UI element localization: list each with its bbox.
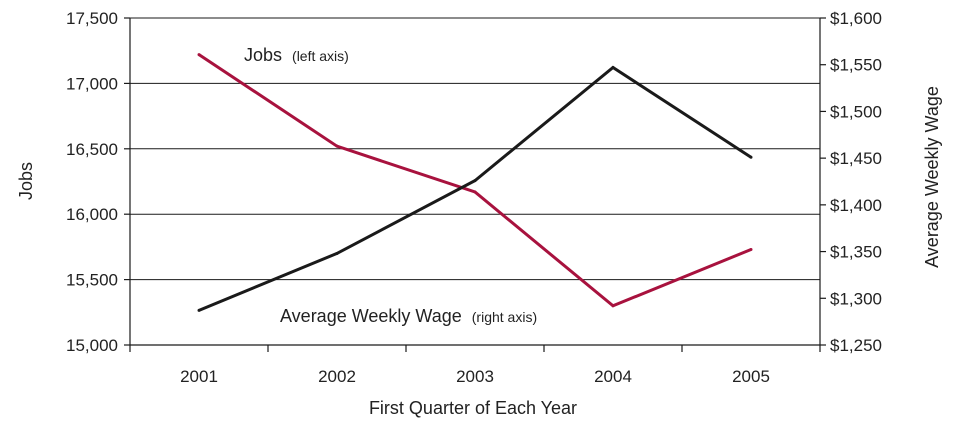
- left-tick-label: 17,500: [66, 9, 118, 28]
- average-weekly-wage-data-point: [749, 155, 753, 159]
- wage-annotation-sub: (right axis): [472, 309, 537, 325]
- right-tick-label: $1,400: [830, 196, 882, 215]
- left-tick-label: 15,500: [66, 271, 118, 290]
- axes: [129, 18, 821, 346]
- average-weekly-wage-data-point: [197, 308, 201, 312]
- wage-annotation: Average Weekly Wage (right axis): [280, 306, 537, 326]
- average-weekly-wage-series-line: [198, 65, 752, 312]
- series-layer: [197, 53, 753, 312]
- average-weekly-wage-data-point: [473, 179, 477, 183]
- right-axis-title: Average Weekly Wage: [922, 86, 942, 268]
- right-axis-ticks: $1,250 $1,300 $1,350 $1,400 $1,450 $1,500 $1,5…: [820, 9, 882, 355]
- right-tick-label: $1,300: [830, 289, 882, 308]
- left-axis-ticks: 15,000 15,500 16,000 16,500 17,000 17,500: [66, 9, 130, 355]
- right-tick-label: $1,250: [830, 336, 882, 355]
- wage-annotation-main: Average Weekly Wage: [280, 306, 462, 326]
- right-tick-label: $1,350: [830, 243, 882, 262]
- gridlines: [130, 17, 820, 281]
- left-tick-label: 15,000: [66, 336, 118, 355]
- right-tick-label: $1,500: [830, 102, 882, 121]
- right-tick-label: $1,450: [830, 149, 882, 168]
- average-weekly-wage-data-point: [335, 251, 339, 255]
- x-tick-label: 2003: [456, 367, 494, 386]
- left-axis-title: Jobs: [16, 162, 36, 200]
- jobs-annotation: Jobs (left axis): [244, 45, 349, 65]
- x-axis-ticks: 2001 2002 2003 2004 2005: [129, 345, 821, 386]
- jobs-annotation-main: Jobs: [244, 45, 282, 65]
- left-tick-label: 17,000: [66, 74, 118, 93]
- jobs-data-point: [749, 248, 753, 252]
- jobs-data-point: [197, 53, 201, 57]
- x-axis-title: First Quarter of Each Year: [369, 398, 577, 418]
- left-tick-label: 16,000: [66, 205, 118, 224]
- x-tick-label: 2005: [732, 367, 770, 386]
- left-tick-label: 16,500: [66, 140, 118, 159]
- right-tick-label: $1,600: [830, 9, 882, 28]
- jobs-data-point: [473, 190, 477, 194]
- x-tick-label: 2002: [318, 367, 356, 386]
- jobs-annotation-sub: (left axis): [292, 48, 349, 64]
- x-tick-label: 2001: [180, 367, 218, 386]
- x-tick-label: 2004: [594, 367, 632, 386]
- average-weekly-wage-data-point: [611, 66, 615, 70]
- jobs-data-point: [611, 304, 615, 308]
- right-tick-label: $1,550: [830, 56, 882, 75]
- jobs-data-point: [335, 144, 339, 148]
